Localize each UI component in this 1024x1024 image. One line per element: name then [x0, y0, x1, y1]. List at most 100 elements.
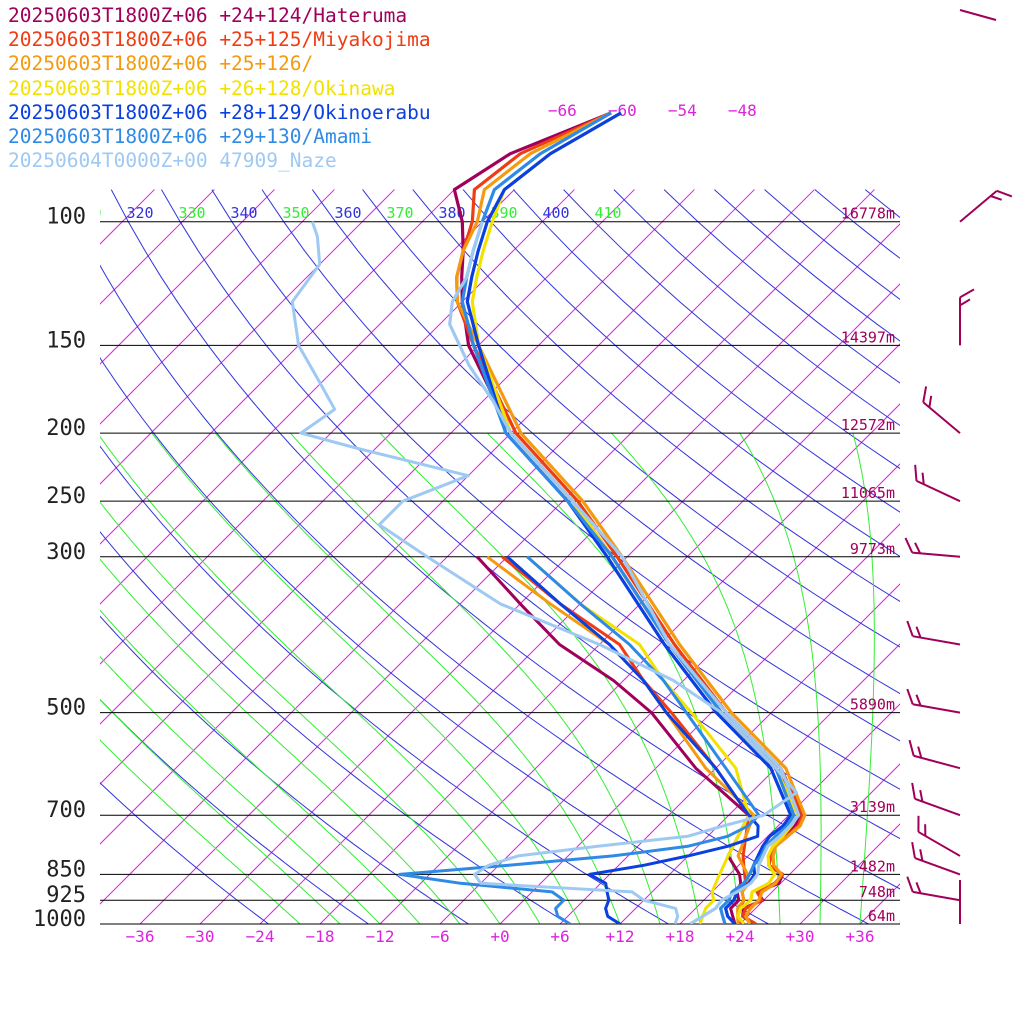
wind-barb-staff	[914, 797, 961, 817]
theta-labels: 310 320 330 340 350 360 370 380 390 400 410	[74, 204, 622, 222]
wind-barb	[904, 537, 961, 558]
wind-barb-feather	[904, 537, 914, 554]
wind-barb-feather	[911, 782, 916, 799]
moist-adiabat	[151, 432, 581, 924]
moist-adiabat	[100, 558, 461, 924]
legend-entry: 20250603T1800Z+06 +28+129/Okinoerabu	[8, 100, 431, 124]
temperature-tick-label: +30	[786, 927, 815, 946]
wind-barb	[959, 288, 975, 346]
wind-barb-feather	[921, 472, 925, 485]
wind-barb-staff	[914, 857, 961, 876]
theta-label: 350	[282, 204, 309, 222]
wind-barb	[908, 739, 961, 770]
temperature-tick-label: +12	[606, 927, 635, 946]
wind-barb-feather	[917, 815, 920, 832]
moist-adiabat	[852, 432, 875, 924]
isotherm-line	[619, 643, 900, 924]
moist-adiabat	[100, 609, 421, 924]
wind-barb-feather	[906, 688, 914, 705]
moist-adiabat	[100, 655, 381, 924]
wind-barb-feather	[914, 542, 922, 554]
legend: 20250603T1800Z+06 +24+124/Hateruma 202506…	[8, 4, 431, 173]
moist-adiabat	[739, 432, 822, 924]
wind-barb	[906, 620, 961, 646]
wind-barb-feather	[917, 746, 923, 759]
dewpoint-line	[398, 555, 761, 924]
pressure-label: 925	[46, 883, 86, 908]
temperature-tick-label: −24	[246, 927, 275, 946]
dry-adiabat	[613, 189, 900, 427]
temperature-tick-label: −30	[186, 927, 215, 946]
pressure-label: 700	[46, 798, 86, 823]
wind-barb	[911, 841, 961, 876]
height-label: 748m	[859, 883, 895, 901]
height-label: 5890m	[850, 696, 895, 714]
axis-labels: 100 16778m 150 14397m 200 12572m 250 11065m 300 9…	[33, 101, 895, 946]
dry-adiabat	[100, 698, 370, 924]
moist-adiabat	[100, 501, 501, 924]
temperature-tick-label: −18	[306, 927, 335, 946]
height-label: 11065m	[841, 484, 895, 502]
wind-barb-feather	[915, 694, 922, 707]
dry-adiabat	[261, 189, 900, 742]
dry-adiabat	[100, 531, 570, 924]
wind-barb-feather	[990, 195, 1002, 201]
temperature-tick-label: +18	[666, 927, 695, 946]
height-label: 14397m	[841, 328, 895, 346]
dry-adiabat	[100, 357, 770, 924]
moist-adiabat	[100, 435, 541, 924]
dry-adiabat	[864, 189, 900, 219]
pressure-label: 850	[46, 857, 86, 882]
temperature-tick-label: +0	[490, 927, 509, 946]
moist-adiabat	[290, 432, 661, 924]
height-label: 3139m	[850, 798, 895, 816]
dry-adiabat	[764, 189, 900, 301]
wind-barbs	[904, 9, 1013, 924]
legend-entry: 20250603T1800Z+06 +29+130/Amami	[8, 125, 372, 149]
dry-adiabat	[100, 264, 870, 924]
isotherm-label: −54	[668, 101, 697, 120]
pressure-label: 150	[46, 328, 86, 353]
wind-barb-feather	[906, 620, 914, 637]
wind-barb-feather	[919, 789, 924, 802]
temperature-tick-label: +24	[726, 927, 755, 946]
height-label: 12572m	[841, 416, 895, 434]
wind-barb-feather	[908, 739, 915, 757]
temperature-tick-label: −36	[126, 927, 155, 946]
temperature-tick-label: +6	[550, 927, 569, 946]
dewpoint-line	[290, 221, 798, 924]
wind-barb	[906, 688, 961, 714]
dry-adiabat	[100, 615, 470, 924]
pressure-label: 100	[46, 205, 86, 230]
moist-adiabat	[899, 919, 900, 924]
wind-barb-staff	[916, 479, 961, 503]
theta-label: 410	[594, 204, 621, 222]
wind-barb-feather	[996, 189, 1013, 198]
isobars	[100, 221, 900, 925]
dewpoint-line	[506, 555, 760, 924]
moist-adiabat	[100, 698, 341, 924]
theta-label: 310	[74, 204, 101, 222]
wind-barb	[959, 189, 1013, 223]
pressure-label: 200	[46, 416, 86, 441]
moist-adiabat	[379, 432, 701, 924]
moist-adiabat	[100, 739, 301, 924]
isotherm-line	[0, 190, 34, 924]
wind-barb-feather	[915, 626, 922, 638]
dry-adiabat	[714, 189, 900, 342]
legend-entry: 20250603T1800Z+06 +26+128/Okinawa	[8, 76, 396, 100]
wind-barb-feather	[919, 849, 924, 861]
height-label: 1482m	[850, 857, 895, 875]
isotherm-line	[100, 189, 335, 425]
pressure-label: 300	[46, 540, 86, 565]
height-label: 9773m	[850, 540, 895, 558]
wind-barb	[906, 876, 961, 902]
isotherm-line	[100, 189, 455, 545]
wind-barb-feather	[928, 395, 933, 408]
wind-barb	[917, 815, 961, 857]
wind-barb-staff	[912, 551, 961, 558]
dry-adiabat	[100, 782, 270, 924]
theta-label: 400	[542, 204, 569, 222]
wind-barb-feather	[914, 464, 918, 481]
